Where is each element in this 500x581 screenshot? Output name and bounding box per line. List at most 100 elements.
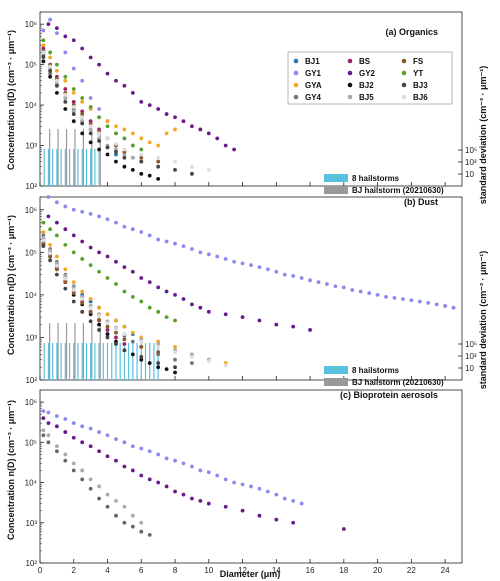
- point-BJ3: [139, 159, 144, 164]
- point-GY1: [97, 107, 101, 111]
- point-GY4: [190, 361, 194, 365]
- point-GY2: [223, 312, 228, 317]
- point-BJ3: [156, 164, 161, 169]
- y2-tick-label: 10: [465, 364, 474, 373]
- panel-c-ylabel: Concentration n(D) (cm⁻³ · μm⁻¹): [6, 400, 16, 540]
- point-GY1: [257, 265, 262, 270]
- point-BJ3: [139, 354, 144, 359]
- point-GY2: [130, 91, 135, 95]
- point-GYA: [114, 318, 118, 323]
- point-GY2: [63, 34, 68, 39]
- point-BJ3: [63, 99, 68, 104]
- point-BJ2: [156, 365, 161, 370]
- point-YT: [97, 269, 101, 274]
- y2-tick-label: 10: [465, 170, 474, 179]
- point-BJ5: [63, 273, 68, 278]
- point-BJ6: [156, 344, 161, 349]
- point-GY2: [71, 233, 76, 238]
- point-YT: [122, 289, 127, 294]
- legend-marker-BJ1: [293, 58, 299, 64]
- x-tick-label: 10: [204, 566, 213, 575]
- panel-b-ylabel: Concentration n(D) (cm⁻³ · μm⁻¹): [6, 215, 16, 355]
- point-YT: [71, 87, 76, 91]
- legend-label-BJ3: BJ3: [413, 81, 428, 90]
- point-BJ2: [97, 147, 101, 152]
- point-GY2: [232, 147, 237, 152]
- point-GY2: [80, 440, 85, 445]
- point-BJ2: [71, 119, 76, 124]
- point-GY1: [325, 282, 329, 286]
- point-GY1: [375, 293, 380, 297]
- point-BJ3: [63, 286, 68, 291]
- point-GY1: [63, 50, 68, 55]
- point-BJ6: [105, 136, 110, 141]
- point-BJ5: [88, 127, 93, 132]
- point-GY2: [105, 71, 110, 76]
- point-GY1: [114, 437, 118, 442]
- point-BJ6: [41, 50, 46, 55]
- point-BJ6: [122, 332, 127, 336]
- point-BJ3: [122, 520, 127, 525]
- point-BJ3: [88, 319, 93, 324]
- series-GY4: [41, 233, 194, 365]
- point-GYA: [54, 69, 59, 73]
- point-YT: [122, 136, 127, 141]
- point-YT: [97, 115, 101, 120]
- point-BJ6: [63, 452, 68, 457]
- point-GY2: [139, 473, 144, 478]
- point-GY1: [173, 458, 177, 463]
- point-GY2: [46, 421, 51, 426]
- point-BJ6: [63, 276, 68, 281]
- bar-legend-b: 8 hailstorms BJ hailstorm (20210630): [324, 366, 444, 387]
- point-GY1: [223, 477, 228, 482]
- series-FS: [41, 241, 161, 355]
- point-YT: [54, 233, 59, 238]
- point-GY1: [130, 227, 135, 232]
- point-FS: [88, 309, 93, 314]
- point-GY2: [240, 315, 245, 320]
- point-BJ3: [156, 361, 161, 365]
- point-YT: [71, 250, 76, 255]
- point-BJ5: [122, 152, 127, 157]
- point-YT: [63, 74, 68, 79]
- point-GY1: [97, 214, 101, 219]
- legend-marker-FS: [401, 58, 407, 64]
- point-GY1: [71, 207, 76, 212]
- point-GY1: [139, 446, 144, 451]
- panel-a-y2label: standard deviation (cm⁻³ · μm⁻¹): [478, 66, 488, 205]
- point-BJ3: [173, 365, 177, 370]
- point-BJ3: [71, 468, 76, 473]
- y2-tick-label: 10⁵: [465, 340, 477, 349]
- point-GY1: [434, 302, 439, 307]
- point-BJ2: [147, 361, 152, 365]
- point-GY2: [156, 107, 161, 111]
- point-GY1: [139, 230, 144, 234]
- point-GY2: [308, 328, 312, 332]
- point-GY2: [198, 305, 203, 310]
- point-YT: [41, 38, 46, 43]
- point-BJ3: [54, 83, 59, 88]
- point-BJ6: [122, 504, 127, 509]
- point-GY1: [358, 289, 363, 294]
- point-BJ6: [46, 433, 51, 438]
- point-GY1: [41, 409, 46, 413]
- point-FS: [80, 112, 85, 116]
- point-BJ3: [105, 504, 110, 509]
- point-BS: [105, 328, 110, 332]
- point-GY2: [97, 449, 101, 454]
- point-GY1: [130, 444, 135, 449]
- legend-label-YT: YT: [413, 69, 423, 78]
- point-BJ6: [190, 354, 194, 359]
- legend-label-BJ6: BJ6: [413, 93, 428, 102]
- point-GY1: [257, 486, 262, 491]
- point-GY1: [215, 254, 220, 259]
- legend-marker-BS: [347, 58, 353, 64]
- point-GY2: [164, 289, 169, 294]
- y-tick-label: 10⁴: [25, 101, 38, 110]
- point-GY1: [367, 291, 372, 296]
- y-tick-label: 10³: [25, 333, 37, 342]
- point-BJ6: [105, 492, 110, 497]
- point-GY1: [147, 449, 152, 454]
- point-GY1: [299, 276, 304, 280]
- series-YT: [41, 220, 177, 323]
